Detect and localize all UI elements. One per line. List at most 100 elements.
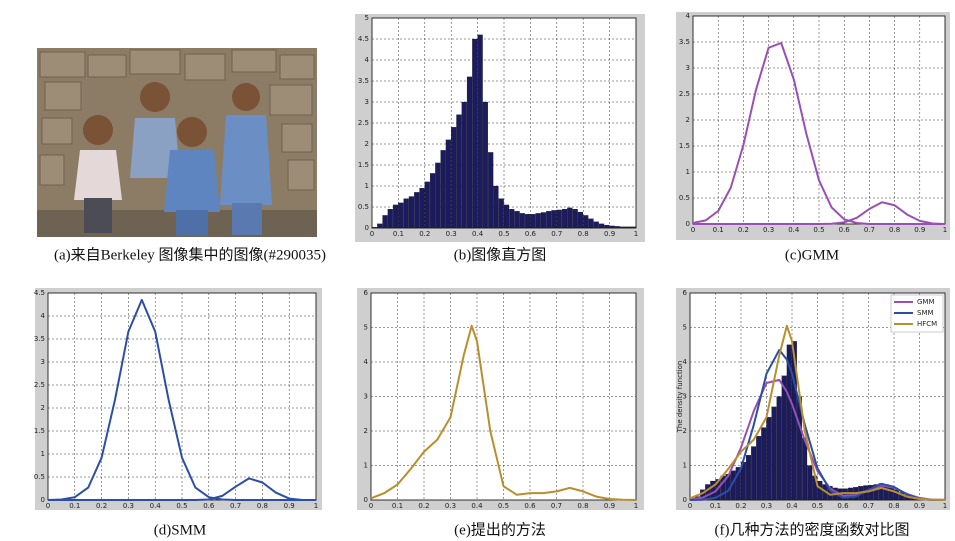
- x-tick-label: 1: [943, 226, 947, 234]
- x-tick-label: 0.7: [551, 230, 562, 238]
- histogram-bar: [593, 221, 599, 229]
- density-line: [689, 324, 946, 501]
- x-tick-label: 0.4: [786, 502, 798, 510]
- x-tick-label: 0: [46, 502, 50, 510]
- plot-area: [47, 292, 317, 501]
- histogram-bar: [424, 181, 430, 229]
- x-tick-label: 0.8: [257, 502, 268, 510]
- chart: 0 0.1 0.2 0.3 0.4 0.5 0.6 0.7 0.8 0.9 1 0 0.5 1 1.5 2 2.…: [355, 14, 645, 263]
- legend-label: GMM: [917, 298, 935, 306]
- y-tick-label: 1: [683, 462, 687, 470]
- histogram-bar: [435, 162, 441, 229]
- histogram-bar: [477, 34, 483, 229]
- histogram-bar: [577, 211, 583, 229]
- caption: (d)SMM: [154, 522, 207, 538]
- x-tick-label: 0.5: [813, 226, 824, 234]
- histogram-bar: [493, 185, 499, 229]
- histogram-bar: [630, 226, 636, 229]
- histogram-bar: [598, 223, 605, 229]
- histogram-bar: [546, 211, 552, 229]
- x-tick-label: 0: [369, 502, 373, 510]
- histogram-bar: [530, 214, 536, 229]
- x-tick-label: 0.9: [604, 230, 615, 238]
- legend-label: SMM: [917, 309, 934, 317]
- histogram-bar: [609, 225, 615, 229]
- histogram-bar: [761, 427, 767, 501]
- photo-children: [74, 82, 272, 236]
- histogram-bar: [807, 465, 813, 501]
- y-tick-label: 2.5: [358, 119, 369, 127]
- histogram-bar: [705, 484, 711, 501]
- y-tick-label: 2: [41, 404, 45, 412]
- histogram-bar: [393, 204, 399, 229]
- histogram-bar: [781, 375, 787, 501]
- y-tick-label: 0: [683, 496, 687, 504]
- x-tick-label: 0.5: [498, 502, 509, 510]
- histogram-bar: [456, 114, 462, 229]
- x-tick-label: 0.8: [578, 230, 589, 238]
- x-tick-label: 0.3: [123, 502, 134, 510]
- x-tick-label: 0.6: [525, 230, 537, 238]
- histogram-bar: [403, 198, 409, 229]
- y-tick-label: 1: [365, 182, 369, 190]
- x-tick-label: 0.6: [203, 502, 215, 510]
- histogram-bar: [498, 198, 504, 229]
- histogram-bar: [519, 213, 525, 229]
- y-tick-label: 3: [683, 393, 687, 401]
- x-tick-label: 0.8: [888, 502, 899, 510]
- density-line: [693, 201, 946, 225]
- x-tick-label: 0.8: [577, 502, 588, 510]
- x-tick-label: 0.2: [96, 502, 107, 510]
- density-line: [48, 477, 316, 501]
- histogram-bar: [382, 215, 388, 229]
- y-tick-label: 3: [41, 358, 45, 366]
- x-tick-label: 0.4: [150, 502, 162, 510]
- x-tick-label: 0: [370, 230, 374, 238]
- histogram-bar: [751, 446, 757, 501]
- x-tick-label: 0.2: [735, 502, 746, 510]
- histogram-bar: [756, 436, 762, 501]
- x-tick-label: 0.2: [418, 502, 429, 510]
- histogram-bar: [371, 227, 378, 229]
- x-tick-label: 0.1: [69, 502, 80, 510]
- histogram-bar: [535, 213, 541, 229]
- x-tick-label: 0.3: [763, 226, 774, 234]
- histogram-bar: [408, 196, 415, 229]
- y-tick-label: 4: [683, 358, 688, 366]
- histogram-bar: [572, 209, 578, 229]
- photo-stones: [39, 49, 315, 191]
- x-tick-label: 0.3: [445, 502, 456, 510]
- x-tick-label: 1: [314, 502, 318, 510]
- y-tick-label: 3.5: [34, 335, 45, 343]
- y-tick-label: 1: [686, 168, 690, 176]
- density-line: [689, 348, 945, 501]
- y-tick-label: 4: [686, 12, 691, 20]
- density-line: [47, 298, 316, 501]
- y-tick-label: 0.5: [34, 473, 45, 481]
- histogram-bar: [868, 485, 874, 501]
- caption: (f)几种方法的密度函数对比图: [715, 521, 910, 538]
- x-tick-label: 0.9: [914, 226, 925, 234]
- histogram-bar: [451, 127, 457, 229]
- y-tick-label: 3.5: [679, 38, 690, 46]
- density-line: [692, 42, 945, 225]
- caption: (b)图像直方图: [454, 246, 547, 263]
- x-tick-label: 0.7: [864, 226, 875, 234]
- histogram-bar: [488, 152, 494, 229]
- x-tick-label: 0.4: [471, 502, 483, 510]
- chart: 0 0.1 0.2 0.3 0.4 0.5 0.6 0.7 0.8 0.9 1 0 0.5 1 1.5 2 2.…: [34, 288, 322, 538]
- y-tick-label: 3.5: [358, 77, 369, 85]
- histogram-bar: [620, 226, 626, 229]
- y-tick-label: 0.5: [679, 194, 690, 202]
- histogram-bar: [614, 226, 620, 229]
- y-tick-label: 0.5: [358, 203, 369, 211]
- histogram-bar: [377, 223, 383, 229]
- legend-label: HFCM: [917, 320, 937, 328]
- histogram-bar: [509, 209, 515, 229]
- x-tick-label: 1: [634, 230, 638, 238]
- histogram-bar: [776, 396, 782, 501]
- chart: 0 0.1 0.2 0.3 0.4 0.5 0.6 0.7 0.8 0.9 1 0 1 2 3 4 5 6 (e)提…: [357, 288, 644, 538]
- histogram-bar: [817, 480, 823, 501]
